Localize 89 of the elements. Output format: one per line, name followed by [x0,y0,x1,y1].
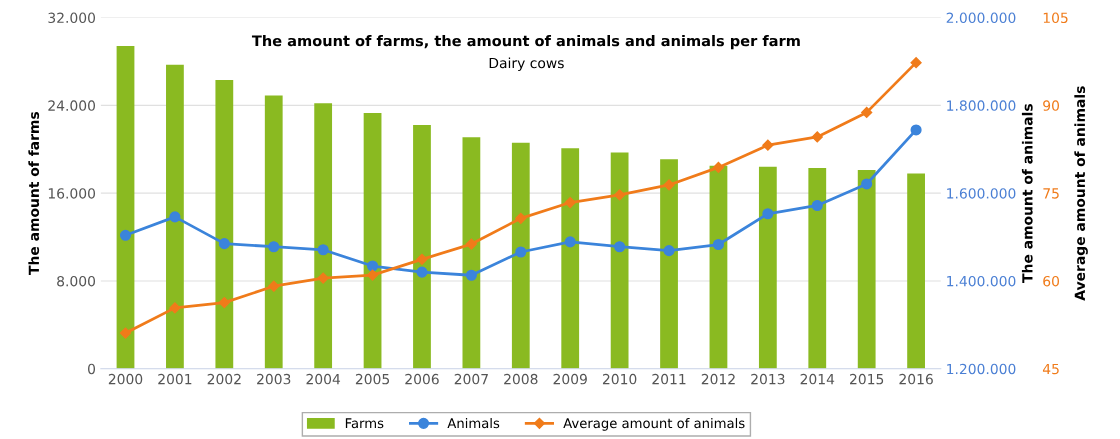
x-tick-label: 2008 [504,373,538,385]
point [515,246,527,258]
point [218,238,230,250]
point [861,106,873,118]
point [861,178,873,190]
y-tick-label: 24.000 [48,100,96,111]
x-tick-label: 2000 [108,373,143,385]
bar [462,137,481,369]
x-tick-label: 2016 [899,373,933,385]
point [564,196,576,209]
x-tick-label: 2004 [306,373,341,385]
point [317,272,329,284]
point [564,236,576,248]
point [169,302,181,314]
bar [758,166,777,369]
point [663,245,675,257]
bar [264,95,283,369]
x-tick-label: 2014 [800,373,835,385]
point [416,253,428,265]
bar [215,80,234,369]
x-tick-label: 2001 [158,373,192,385]
text: The amount of farms, the amount of animals and animals per farm [251,35,800,50]
y3-tick-label: 75 [1043,188,1059,199]
y-tick-label: 0 [88,363,96,375]
legend-label: Animals [447,417,500,429]
point [268,280,280,292]
bar [166,64,184,369]
point [762,208,774,220]
y2-tick-label: 1.600.000 [947,188,1016,199]
point [465,238,477,250]
x-tick-label: 2010 [602,373,637,385]
x-tick-label: 2011 [652,373,686,385]
bar [808,167,827,369]
point [218,297,230,309]
point [614,189,626,201]
point [268,241,280,253]
point [119,229,132,241]
bar [709,165,728,369]
bar [314,103,333,369]
y2-tick-label: 1.200.000 [947,363,1016,375]
x-tick-label: 2015 [850,373,884,385]
x-tick-label: 2013 [751,373,785,385]
y3-axis-title: Average amount of animals [1074,86,1088,301]
bar [561,148,580,369]
point [317,244,329,256]
bar [857,170,876,369]
point [811,131,823,143]
x-tick-label: 2002 [207,373,241,385]
point [811,199,823,212]
point [119,327,132,339]
text: Dairy cows [489,57,564,71]
y2-tick-label: 1.800.000 [947,100,1016,111]
x-tick-label: 2007 [454,373,488,385]
point [712,161,725,174]
bar [413,125,431,369]
x-tick-label: 2003 [257,373,291,385]
bar [907,173,925,369]
bar [660,159,678,369]
y-axis-title: The amount of farms [28,111,40,275]
y-tick-label: 8.000 [57,275,96,287]
point [169,211,181,223]
point [614,241,626,253]
x-tick-label: 2012 [701,373,735,385]
y3-tick-label: 60 [1043,275,1060,287]
point [515,212,527,224]
x-tick-label: 2006 [405,373,439,385]
x-tick-label: 2005 [355,373,390,385]
point [762,139,774,151]
x-tick-label: 2009 [553,373,587,385]
bar [511,142,530,369]
point [910,124,922,136]
y2-tick-label: 2.000.000 [946,12,1016,24]
point [465,269,477,281]
legend-label: Farms [345,418,384,429]
bar [610,152,629,369]
bar [116,46,135,369]
y3-tick-label: 105 [1043,12,1068,24]
y-tick-label: 16.000 [48,188,96,199]
y3-tick-label: 45 [1042,363,1059,375]
point [367,260,379,272]
bar [363,113,382,369]
point [416,266,428,278]
point [910,57,922,69]
y3-tick-label: 90 [1043,100,1060,111]
y-tick-label: 32.000 [48,12,96,24]
y2-tick-label: 1.400.000 [947,275,1016,287]
legend-label: Average amount of animals [563,417,745,431]
point [712,238,725,251]
y2-axis-title: The amount of animals [1021,104,1033,283]
